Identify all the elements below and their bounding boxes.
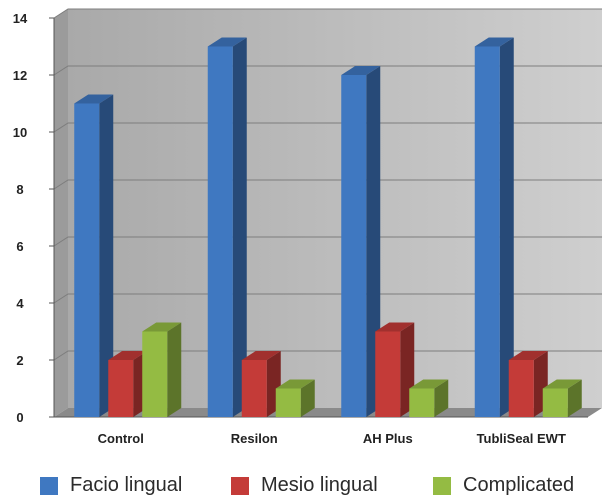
bar-top bbox=[474, 37, 514, 47]
gridline bbox=[53, 65, 602, 76]
chart-legend: Facio lingual Mesio lingual Complicated bbox=[0, 474, 603, 498]
gridline bbox=[53, 179, 602, 190]
bar-side bbox=[99, 94, 114, 417]
y-tick-label: 8 bbox=[16, 182, 23, 197]
y-tick-label: 2 bbox=[16, 353, 23, 368]
bar-front bbox=[409, 388, 435, 417]
bar-top bbox=[542, 379, 582, 389]
bar bbox=[108, 351, 148, 417]
bar-side bbox=[167, 322, 182, 417]
gridline bbox=[53, 350, 602, 361]
bar-front bbox=[508, 360, 534, 417]
x-tick-label: TubliSeal EWT bbox=[477, 431, 566, 446]
bar-front bbox=[108, 360, 134, 417]
bar-top bbox=[207, 37, 247, 47]
legend-label-facio-lingual: Facio lingual bbox=[70, 474, 183, 496]
legend-swatch-facio-lingual bbox=[40, 476, 58, 495]
bar-front bbox=[207, 46, 233, 417]
bar-top bbox=[275, 379, 315, 389]
bar-side bbox=[567, 379, 582, 417]
gridline bbox=[53, 8, 602, 19]
bar bbox=[409, 379, 449, 417]
bar bbox=[542, 379, 582, 417]
legend-item-facio-lingual: Facio lingual bbox=[40, 474, 182, 497]
x-tick-label: Resilon bbox=[231, 431, 278, 446]
y-tick-label: 0 bbox=[16, 410, 23, 425]
y-tick-label: 6 bbox=[16, 239, 23, 254]
bar-top bbox=[341, 66, 381, 75]
bar-front bbox=[375, 331, 401, 417]
bar-front bbox=[341, 75, 367, 417]
bar-side bbox=[232, 37, 247, 417]
bar-front bbox=[241, 360, 267, 417]
legend-label-mesio-lingual: Mesio lingual bbox=[261, 474, 378, 496]
legend-swatch-complicated bbox=[433, 476, 451, 495]
bar bbox=[207, 37, 247, 417]
bar-top bbox=[508, 351, 548, 360]
x-tick-label: AH Plus bbox=[363, 431, 413, 446]
bar-front bbox=[275, 388, 301, 417]
legend-swatch-mesio-lingual bbox=[231, 476, 249, 495]
bar-side bbox=[434, 379, 449, 417]
gridline bbox=[53, 236, 602, 247]
bar-top bbox=[74, 94, 114, 104]
legend-item-complicated: Complicated bbox=[433, 474, 574, 497]
bar-side bbox=[300, 379, 315, 417]
bar-side bbox=[366, 66, 381, 417]
chart-back-wall bbox=[68, 9, 602, 408]
bar-side bbox=[499, 37, 514, 417]
bar bbox=[508, 351, 548, 417]
gridline bbox=[53, 122, 602, 133]
legend-label-complicated: Complicated bbox=[463, 474, 575, 496]
y-tick-label: 4 bbox=[16, 296, 24, 311]
bar bbox=[74, 94, 114, 417]
y-tick-label: 12 bbox=[13, 68, 27, 83]
bar-front bbox=[74, 103, 100, 417]
legend-item-mesio-lingual: Mesio lingual bbox=[231, 474, 378, 497]
y-tick-label: 10 bbox=[13, 125, 27, 140]
bar bbox=[375, 322, 415, 417]
bar-front bbox=[474, 46, 500, 417]
bar-top bbox=[108, 351, 148, 360]
gridline bbox=[53, 293, 602, 304]
bar bbox=[474, 37, 514, 417]
x-tick-label: Control bbox=[98, 431, 144, 446]
bar bbox=[142, 322, 182, 417]
bar-top bbox=[375, 322, 415, 332]
bar bbox=[241, 351, 281, 417]
bar bbox=[275, 379, 315, 417]
y-tick-label: 14 bbox=[13, 11, 28, 26]
bar bbox=[341, 66, 381, 417]
bar-front bbox=[142, 331, 168, 417]
bar-top bbox=[241, 351, 281, 360]
chart-floor bbox=[54, 408, 602, 417]
bar-top bbox=[409, 379, 449, 389]
chart-side-wall bbox=[54, 9, 68, 417]
bar-top bbox=[142, 322, 182, 332]
bar-front bbox=[542, 388, 568, 417]
